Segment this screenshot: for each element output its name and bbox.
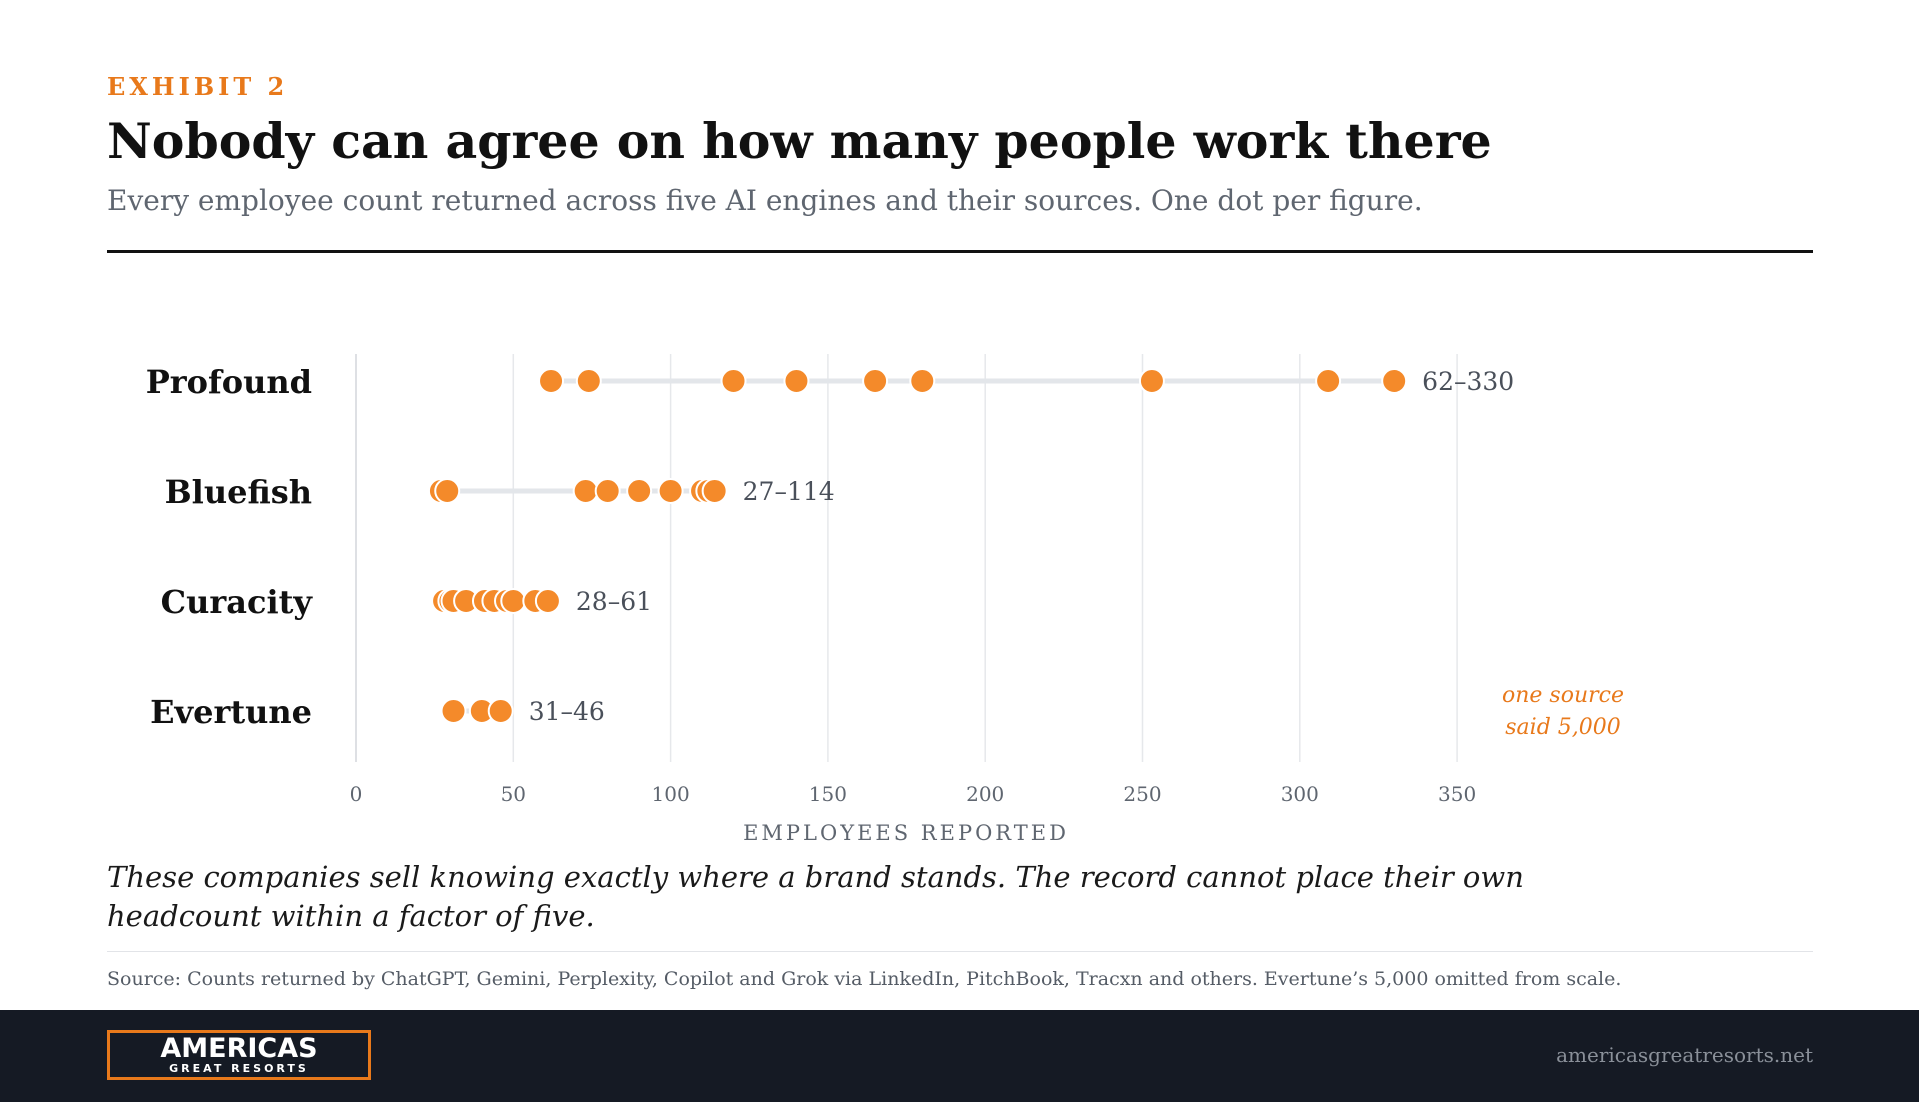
data-point — [500, 588, 527, 614]
takeaway-text: These companies sell knowing exactly whe… — [107, 860, 1524, 933]
page-title: Nobody can agree on how many people work… — [107, 112, 1492, 170]
data-point — [434, 478, 461, 504]
range-label: 28–61 — [576, 587, 652, 616]
data-point — [720, 368, 747, 394]
range-label: 62–330 — [1422, 367, 1514, 396]
x-tick-label: 100 — [652, 782, 690, 806]
brand-logo[interactable]: AMERICAS GREAT RESORTS — [107, 1030, 371, 1080]
data-point — [538, 368, 565, 394]
range-label: 27–114 — [743, 477, 835, 506]
footer-bar — [0, 1010, 1919, 1102]
x-tick-label: 200 — [966, 782, 1004, 806]
category-label: Profound — [146, 363, 312, 401]
x-tick-label: 0 — [350, 782, 363, 806]
logo-wordmark: AMERICAS — [160, 1033, 318, 1064]
source-note: Source: Counts returned by ChatGPT, Gemi… — [107, 968, 1622, 990]
data-point — [594, 478, 621, 504]
data-point — [572, 478, 599, 504]
annotation-text: said 5,000 — [1505, 715, 1621, 740]
category-label: Curacity — [161, 583, 314, 621]
x-tick-label: 350 — [1438, 782, 1476, 806]
x-tick-label: 150 — [809, 782, 847, 806]
source-divider — [107, 951, 1813, 952]
data-point — [909, 368, 936, 394]
category-label: Evertune — [150, 693, 312, 731]
data-point — [440, 698, 467, 724]
data-point — [657, 478, 684, 504]
data-point — [1381, 368, 1408, 394]
data-point — [1138, 368, 1165, 394]
data-point — [1315, 368, 1342, 394]
range-label: 31–46 — [529, 697, 605, 726]
x-tick-label: 50 — [501, 782, 526, 806]
x-tick-label: 250 — [1123, 782, 1161, 806]
page-subtitle: Every employee count returned across fiv… — [107, 184, 1423, 217]
data-point — [534, 588, 561, 614]
data-point — [783, 368, 810, 394]
x-axis-label: EMPLOYEES REPORTED — [743, 821, 1069, 845]
site-link[interactable]: americasgreatresorts.net — [1556, 1043, 1813, 1067]
dot-strip-chart: 0 50 100 150 200 250 300 350 EMPLOYEES REPORTED P… — [146, 354, 1624, 845]
data-point — [626, 478, 653, 504]
header-rule — [107, 250, 1813, 253]
data-point — [487, 698, 514, 724]
logo-tagline: GREAT RESORTS — [163, 1063, 315, 1075]
data-point — [701, 478, 728, 504]
data-point — [862, 368, 889, 394]
exhibit-label: EXHIBIT 2 — [107, 72, 289, 101]
annotation-text: one source — [1502, 683, 1624, 708]
data-point — [575, 368, 602, 394]
x-tick-label: 300 — [1281, 782, 1319, 806]
category-label: Bluefish — [165, 473, 312, 511]
